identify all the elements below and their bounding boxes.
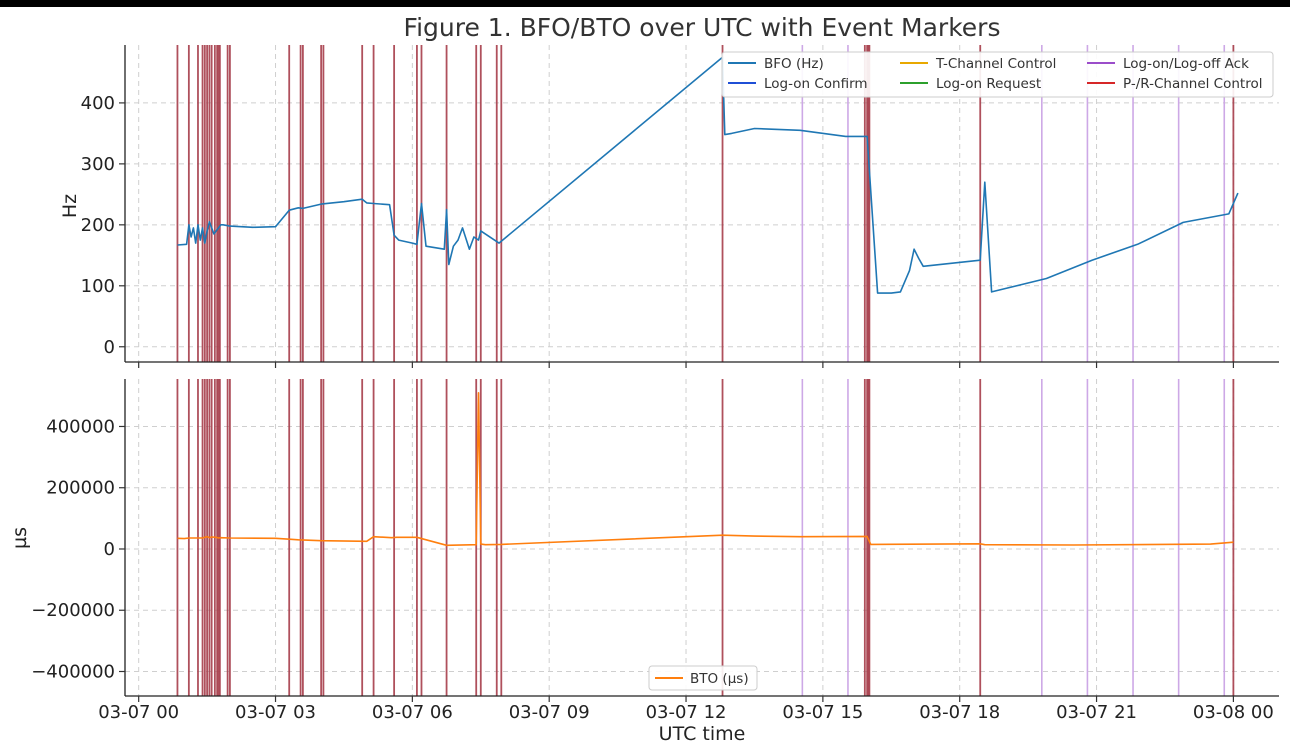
x-tick-label: 03-07 06 [372,702,453,723]
bto-legend-box [648,665,758,691]
bfo-legend: BFO (Hz) Log-on Confirm T-Channel Control L… [721,51,1274,98]
bfo-legend-box [721,51,1274,98]
bfo-axes [124,45,1279,363]
x-tick-label: 03-07 12 [646,702,727,723]
window-top-edge [0,0,1290,7]
legend-label: P-/R-Channel Control [1123,76,1262,92]
x-tick-label: 03-07 21 [1056,702,1137,723]
legend-label: Log-on/Log-off Ack [1123,56,1249,72]
bfo-y-ticks: 0 100 200 300 400 [81,93,125,358]
legend-label: BFO (Hz) [764,56,824,72]
x-tick-label: 03-07 15 [782,702,863,723]
x-tick-label: 03-08 00 [1193,702,1274,723]
x-tick-label: 03-07 03 [235,702,316,723]
x-axis-label: UTC time [659,723,746,745]
y-tick-label: 100 [81,276,115,297]
x-tick-label: 03-07 00 [98,702,179,723]
y-tick-label: −400000 [31,661,115,682]
bto-grid [125,379,1279,696]
bto-y-axis-label: µs [9,527,31,549]
y-tick-label: 200 [81,215,115,236]
y-tick-label: 0 [104,337,115,358]
x-tick-label: 03-07 18 [919,702,1000,723]
bfo-event-markers [176,45,1235,362]
legend-label: Log-on Request [936,76,1041,92]
bto-legend-label: BTO (µs) [690,671,749,687]
bfo-series [177,56,1239,294]
bto-event-markers [176,379,1235,696]
bfo-x-ticks [138,362,1234,368]
y-tick-label: 0 [104,539,115,560]
series-line [177,56,1239,294]
y-tick-label: 400000 [46,416,115,437]
y-tick-label: 400 [81,93,115,114]
y-tick-label: 300 [81,154,115,175]
bfo-panel: 0 100 200 300 400 Hz [59,45,1279,368]
bto-axes [124,379,1279,697]
bfo-y-axis-label: Hz [59,194,81,218]
bto-series [177,391,1234,547]
legend-label: T-Channel Control [935,56,1056,72]
bto-legend: BTO (µs) [648,665,758,691]
bto-x-ticks: 03-07 00 03-07 03 03-07 06 03-07 09 03-07 12… [98,696,1274,723]
bto-y-ticks: −400000 −200000 0 200000 400000 [31,416,125,682]
x-tick-label: 03-07 09 [509,702,590,723]
y-tick-label: −200000 [31,600,115,621]
series-line [177,391,1234,547]
chart-title: Figure 1. BFO/BTO over UTC with Event Ma… [404,13,1001,42]
legend-label: Log-on Confirm [764,76,868,92]
y-tick-label: 200000 [46,478,115,499]
